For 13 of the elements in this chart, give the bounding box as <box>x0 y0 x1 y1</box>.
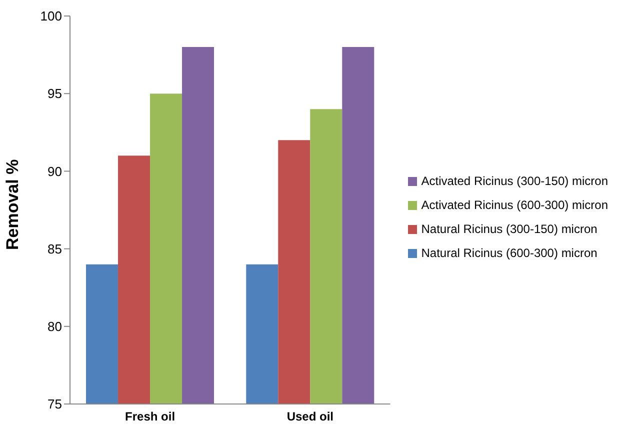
y-axis-title: Removal % <box>3 159 22 250</box>
x-tick-label: Fresh oil <box>125 410 176 424</box>
legend-label: Natural Ricinus (600-300) micron <box>421 246 598 260</box>
y-tick-label: 100 <box>40 8 62 24</box>
y-tick-label: 95 <box>48 86 62 102</box>
legend-label: Activated Ricinus (600-300) micron <box>421 198 608 212</box>
legend-label: Natural Ricinus (300-150) micron <box>421 222 598 236</box>
x-tick-label: Used oil <box>286 410 334 424</box>
y-tick-label: 85 <box>48 241 62 256</box>
y-tick-label: 75 <box>48 396 62 412</box>
legend-label: Activated Ricinus (300-150) micron <box>421 174 608 188</box>
y-tick-label: 80 <box>48 319 62 334</box>
y-tick-label: 90 <box>48 164 62 179</box>
